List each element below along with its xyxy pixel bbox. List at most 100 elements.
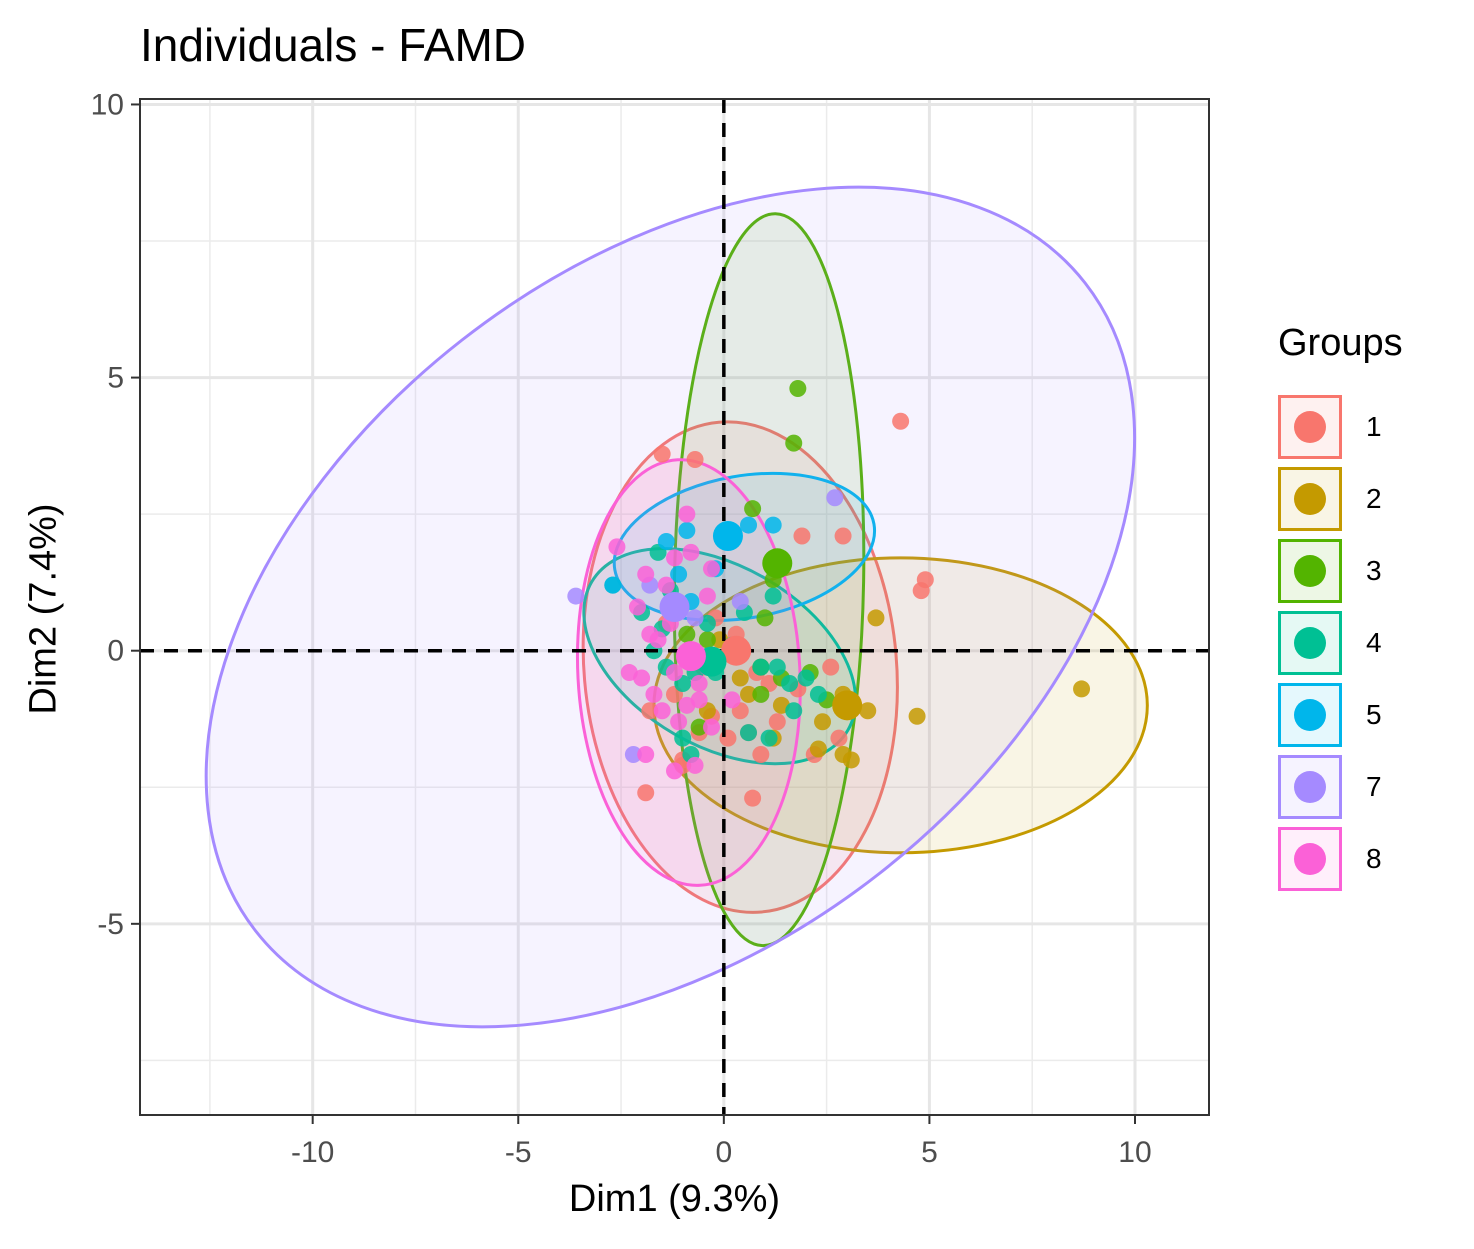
point-group-2 xyxy=(859,702,877,720)
point-group-4 xyxy=(781,674,799,692)
point-group-4 xyxy=(740,724,758,742)
point-group-1 xyxy=(834,527,852,545)
centroid-group-5 xyxy=(712,520,743,551)
legend-key xyxy=(1278,683,1342,747)
chart-title: Individuals - FAMD xyxy=(140,19,527,71)
point-group-1 xyxy=(686,451,704,469)
y-axis: -5 0 5 10 xyxy=(91,88,140,941)
point-group-1 xyxy=(793,527,811,545)
point-group-1 xyxy=(830,729,848,747)
point-group-4 xyxy=(674,729,692,747)
legend-item-group-7: 7 xyxy=(1278,751,1403,823)
point-group-4 xyxy=(797,669,815,687)
point-group-1 xyxy=(768,713,786,731)
point-group-1 xyxy=(752,745,770,763)
centroid-group-3 xyxy=(762,548,793,579)
point-group-5 xyxy=(604,576,622,594)
centroid-layer xyxy=(659,520,863,721)
point-group-4 xyxy=(760,729,778,747)
point-group-4 xyxy=(785,702,803,720)
point-group-4 xyxy=(752,658,770,676)
point-group-1 xyxy=(653,445,671,463)
legend: Groups 1 2 3 4 5 7 8 xyxy=(1278,322,1403,895)
legend-label: 2 xyxy=(1366,483,1382,514)
point-group-3 xyxy=(678,625,696,643)
reference-lines xyxy=(140,99,1209,1115)
point-group-1 xyxy=(892,412,910,430)
x-tick-label: 0 xyxy=(715,1136,732,1169)
point-group-8 xyxy=(628,598,646,616)
point-group-8 xyxy=(637,565,655,583)
point-group-2 xyxy=(731,669,749,687)
point-group-4 xyxy=(809,685,827,703)
point-group-5 xyxy=(657,532,675,550)
point-group-7 xyxy=(624,745,642,763)
point-group-8 xyxy=(703,718,721,736)
point-group-2 xyxy=(809,740,827,758)
legend-label: 8 xyxy=(1366,843,1382,874)
point-group-8 xyxy=(645,685,663,703)
point-group-3 xyxy=(744,500,762,518)
point-group-2 xyxy=(834,745,852,763)
point-group-2 xyxy=(867,609,885,627)
point-group-7 xyxy=(826,489,844,507)
legend-key xyxy=(1278,467,1342,531)
x-tick-label: 10 xyxy=(1118,1136,1151,1169)
legend-dot xyxy=(1294,843,1326,875)
legend-label: 4 xyxy=(1366,627,1382,658)
point-group-8 xyxy=(620,664,638,682)
legend-dot xyxy=(1294,411,1326,443)
point-group-1 xyxy=(912,582,930,600)
point-group-3 xyxy=(789,380,807,398)
y-tick-label: 5 xyxy=(107,362,124,395)
point-group-3 xyxy=(785,434,803,452)
point-group-5 xyxy=(740,516,758,534)
point-group-4 xyxy=(764,587,782,605)
legend-key xyxy=(1278,539,1342,603)
point-group-8 xyxy=(690,674,708,692)
legend-key xyxy=(1278,827,1342,891)
point-group-1 xyxy=(719,729,737,747)
point-group-8 xyxy=(608,538,626,556)
y-tick-label: 10 xyxy=(91,88,124,121)
centroid-group-7 xyxy=(659,592,690,622)
legend-label: 5 xyxy=(1366,699,1382,730)
point-group-5 xyxy=(670,565,688,583)
point-group-5 xyxy=(678,522,696,540)
legend-label: 7 xyxy=(1366,771,1382,802)
point-group-3 xyxy=(756,609,774,627)
legend-dot xyxy=(1294,627,1326,659)
centroid-group-1 xyxy=(721,635,752,666)
legend-dot xyxy=(1294,555,1326,587)
legend-item-group-2: 2 xyxy=(1278,463,1403,535)
point-group-7 xyxy=(731,593,749,611)
centroid-group-2 xyxy=(832,690,863,721)
point-group-1 xyxy=(637,784,655,802)
point-group-8 xyxy=(703,560,721,578)
point-group-3 xyxy=(752,685,770,703)
grid-minor xyxy=(140,99,1209,1115)
point-group-7 xyxy=(567,587,585,605)
point-group-7 xyxy=(686,609,704,627)
x-tick-label: -5 xyxy=(505,1136,532,1169)
y-tick-label: -5 xyxy=(97,908,124,941)
point-group-3 xyxy=(690,718,708,736)
x-tick-label: -10 xyxy=(291,1136,334,1169)
point-group-8 xyxy=(698,587,716,605)
y-tick-label: 0 xyxy=(107,635,124,668)
point-group-8 xyxy=(666,762,683,780)
legend-item-group-4: 4 xyxy=(1278,607,1403,679)
point-group-8 xyxy=(666,664,683,682)
legend-label: 1 xyxy=(1366,411,1382,442)
point-group-1 xyxy=(822,658,840,676)
panel-border xyxy=(139,98,1210,1116)
legend-title: Groups xyxy=(1278,322,1403,364)
point-group-8 xyxy=(653,702,671,720)
point-group-8 xyxy=(666,549,683,567)
point-group-8 xyxy=(682,543,700,561)
legend-item-group-3: 3 xyxy=(1278,535,1403,607)
x-axis-label: Dim1 (9.3%) xyxy=(568,1178,781,1220)
legend-item-group-5: 5 xyxy=(1278,679,1403,751)
centroid-group-8 xyxy=(675,641,706,672)
